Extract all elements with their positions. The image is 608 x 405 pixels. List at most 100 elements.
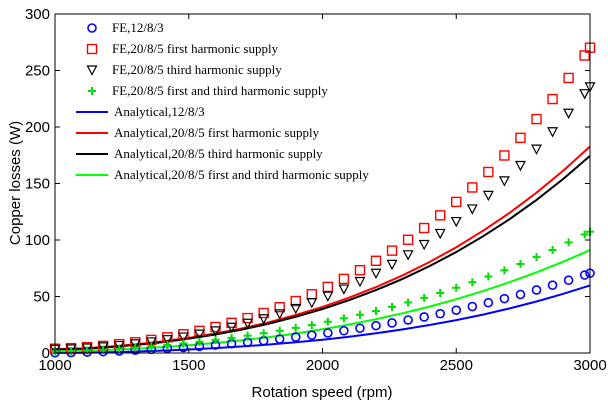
data-point: [131, 343, 140, 352]
legend-item: Analytical,12/8/3: [76, 104, 205, 119]
data-point: [388, 302, 397, 311]
data-point: [275, 326, 284, 335]
data-point: [211, 335, 220, 344]
series-markers: [50, 268, 595, 358]
data-point: [193, 329, 205, 340]
data-point: [467, 301, 478, 312]
legend-item: FE,20/8/5 third harmonic supply: [86, 62, 282, 77]
data-point: [372, 306, 380, 315]
data-point: [484, 272, 493, 281]
legend-item: Analytical,20/8/5 first and third harmon…: [76, 167, 369, 182]
data-point: [354, 264, 366, 276]
data-point: [402, 234, 414, 245]
data-point: [514, 160, 526, 172]
series-line: [54, 284, 591, 354]
data-point: [483, 166, 494, 178]
data-point: [468, 278, 477, 287]
legend-label: FE,20/8/5 third harmonic supply: [112, 62, 282, 77]
data-point: [210, 326, 221, 337]
legend-marker-swatch: [88, 87, 96, 95]
legend-label: FE,20/8/5 first harmonic supply: [112, 41, 279, 56]
data-point: [306, 289, 317, 300]
data-point: [370, 268, 382, 280]
data-point: [420, 293, 429, 302]
data-point: [498, 176, 510, 187]
data-point: [161, 335, 173, 346]
y-tick-label: 250: [25, 63, 50, 80]
data-point: [338, 284, 350, 295]
data-point: [274, 302, 285, 313]
data-point: [418, 222, 430, 234]
data-point: [242, 312, 253, 324]
plot-content: [49, 42, 596, 358]
data-point: [355, 310, 364, 319]
legend-item: Analytical,20/8/5 first harmonic supply: [76, 125, 320, 140]
data-point: [242, 318, 254, 330]
data-point: [307, 320, 316, 329]
data-point: [339, 314, 348, 323]
data-point: [435, 308, 446, 319]
data-point: [579, 270, 590, 280]
data-point: [226, 322, 238, 334]
legend-item: FE,20/8/5 first and third harmonic suppl…: [88, 83, 328, 98]
data-point: [515, 132, 526, 144]
data-point: [467, 182, 478, 193]
data-point: [419, 312, 429, 322]
series-markers: [49, 42, 596, 354]
data-point: [451, 196, 462, 208]
data-point: [99, 345, 108, 354]
data-point: [371, 320, 381, 331]
data-point: [258, 314, 270, 325]
data-point: [418, 239, 430, 251]
axis-ticks: 1000 1500 2000 2500 3000 0 50 100 150 200 250 300: [25, 6, 607, 374]
data-point: [547, 127, 559, 138]
data-point: [81, 343, 93, 354]
data-point: [97, 342, 109, 353]
y-tick-label: 50: [33, 289, 50, 306]
data-point: [452, 283, 461, 292]
data-point: [243, 331, 252, 340]
data-point: [355, 323, 365, 334]
y-tick-label: 200: [25, 119, 50, 136]
series-markers: [51, 227, 594, 356]
data-point: [258, 307, 269, 319]
legend-label: FE,12/8/3: [112, 20, 164, 35]
data-point: [163, 340, 172, 349]
data-point: [115, 344, 124, 353]
data-point: [290, 295, 301, 307]
data-point: [436, 288, 445, 297]
data-point: [564, 238, 573, 247]
data-point: [306, 298, 318, 309]
data-point: [227, 333, 236, 342]
data-point: [450, 216, 462, 228]
legend-item: Analytical,20/8/5 third harmonic supply: [76, 146, 323, 161]
data-point: [402, 250, 414, 261]
data-point: [147, 342, 156, 351]
x-tick-label: 2000: [306, 357, 339, 374]
data-point: [483, 297, 494, 308]
data-point: [516, 259, 525, 268]
data-point: [482, 190, 494, 202]
data-point: [434, 228, 446, 240]
data-point: [548, 245, 557, 254]
data-point: [499, 293, 510, 304]
data-point: [404, 298, 413, 307]
y-tick-label: 150: [25, 176, 50, 193]
legend-label: Analytical,20/8/5 first and third harmon…: [114, 167, 369, 182]
data-point: [306, 330, 317, 340]
series-line: [54, 155, 591, 351]
legend-marker-swatch: [87, 23, 97, 33]
series-line: [54, 249, 591, 353]
data-point: [67, 346, 76, 355]
data-point: [386, 245, 398, 256]
data-point: [515, 289, 526, 300]
x-tick-label: 1000: [38, 357, 71, 374]
series-markers: [49, 82, 596, 356]
legend-label: Analytical,20/8/5 first harmonic supply: [114, 125, 320, 140]
legend-label: Analytical,12/8/3: [114, 104, 205, 119]
data-point: [403, 315, 413, 325]
y-tick-label: 300: [25, 6, 50, 23]
data-point: [259, 329, 268, 338]
data-point: [370, 255, 382, 266]
